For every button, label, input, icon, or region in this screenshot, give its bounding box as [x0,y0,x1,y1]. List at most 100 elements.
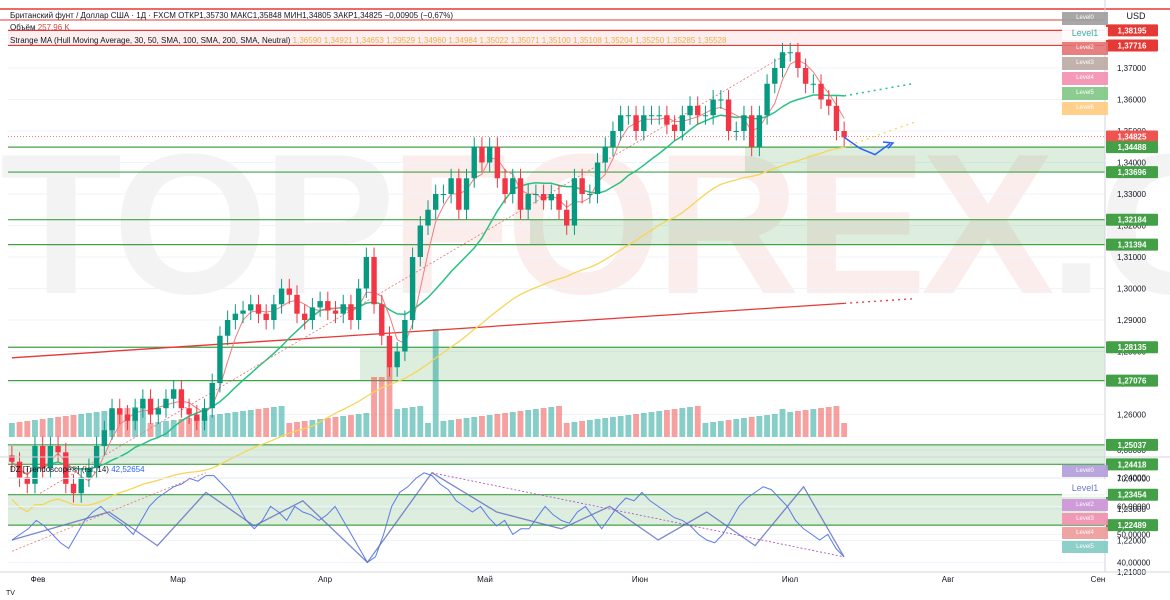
candle-body [664,115,670,125]
candle-body [16,461,23,478]
candle-body [433,194,439,210]
volume-bar [216,414,223,437]
price-tick-label: 1,33000 [1117,190,1146,199]
time-tick-label: Сен [1091,575,1106,584]
volume-bar [841,423,848,437]
volume-bar [741,418,747,437]
resistance-zone [8,30,1105,46]
candle-body [55,446,61,453]
candle-body [764,83,770,116]
candle-body [248,304,254,311]
tradingview-logo[interactable]: TV [6,590,15,597]
candle-body [332,310,339,314]
candle-body [594,162,601,194]
candle-body [479,146,485,163]
candle-body [101,430,108,446]
volume-bar [687,407,693,437]
candle-body [533,194,539,195]
currency-label[interactable]: USD [1126,11,1146,21]
rsi-panel: 70,00000 60,00000 50,00000 40,00000 [0,456,1170,567]
candle-body [779,52,786,68]
volume-bar [640,413,647,437]
volume-bar [633,414,640,437]
volume-bar [548,407,555,437]
volume-bar [532,409,539,437]
rsi-tick-label: 50,00000 [1117,530,1151,539]
candle-body [255,304,262,314]
volume-bar [386,367,393,437]
volume-bar [748,417,755,437]
time-tick-label: Апр [318,575,333,584]
candle-body [402,320,408,352]
volume-bar [825,407,832,437]
volume-bar [401,408,408,437]
volume-bar [62,416,69,437]
rsi-line [11,472,845,564]
volume-bar [409,407,416,437]
candle-body [371,257,377,305]
volume-bar [764,415,771,437]
volume-bar [455,419,462,437]
time-tick-label: Май [477,575,493,584]
volume-bar [818,408,824,437]
level-legend-item: Level1 [1062,27,1108,40]
volume-bar [170,420,177,437]
volume-bar [586,420,593,437]
volume-bar [186,418,193,437]
candle-body [32,446,38,484]
candle-body [363,257,370,289]
volume-bar [471,417,478,437]
price-level-tag [1106,341,1158,354]
sma-200-forecast [844,297,916,305]
candle-body [117,408,123,415]
volume-bar [32,420,38,437]
price-level-tag [1106,238,1158,251]
price-level-tag [1106,519,1158,532]
candle-body [24,477,30,484]
candle-body [417,225,423,257]
price-level-tag [1106,438,1158,451]
time-tick-label: Фев [31,575,46,584]
candle-body [571,178,578,226]
candle-body [502,178,508,194]
candle-body [86,468,92,478]
volume-bar [16,422,23,437]
level-legend-item: Level4 [1062,72,1108,85]
candle-body [510,178,516,194]
level-legend-item: Level5 [1062,87,1108,100]
volume-bar [309,420,316,437]
projection-path [843,136,891,156]
price-tick-label: 1,23000 [1117,505,1146,514]
price-level-tag [1106,24,1158,37]
candle-body [425,209,431,226]
moving-averages [11,51,916,513]
price-level-tag [1106,488,1158,501]
volume-bar [463,418,470,437]
price-tick-label: 1,24000 [1117,474,1146,483]
volume-bar [509,412,516,437]
candle-body [787,52,793,54]
price-level-label: 1,22489 [1118,521,1147,530]
candle-body [795,52,801,68]
volume-bar [810,409,817,437]
price-level-label: 1,37716 [1118,41,1147,50]
volume-bar [78,414,85,437]
candle-body [548,194,554,201]
volume-bar [39,419,46,437]
candle-body [409,257,416,320]
candle-body [70,483,77,494]
volume-bar [340,416,347,437]
price-level-tag [1106,213,1158,226]
candle-body [587,194,593,195]
volume-bar [85,413,92,437]
price-level-label: 1,27076 [1118,377,1147,386]
sma-50-forecast [844,82,916,97]
support-zone [360,347,1105,381]
candle-body [679,115,686,131]
candle-body [579,178,585,194]
candle-body [78,477,84,494]
candle-body [687,105,693,116]
volume-bar [702,423,709,437]
candle-body [263,313,269,320]
